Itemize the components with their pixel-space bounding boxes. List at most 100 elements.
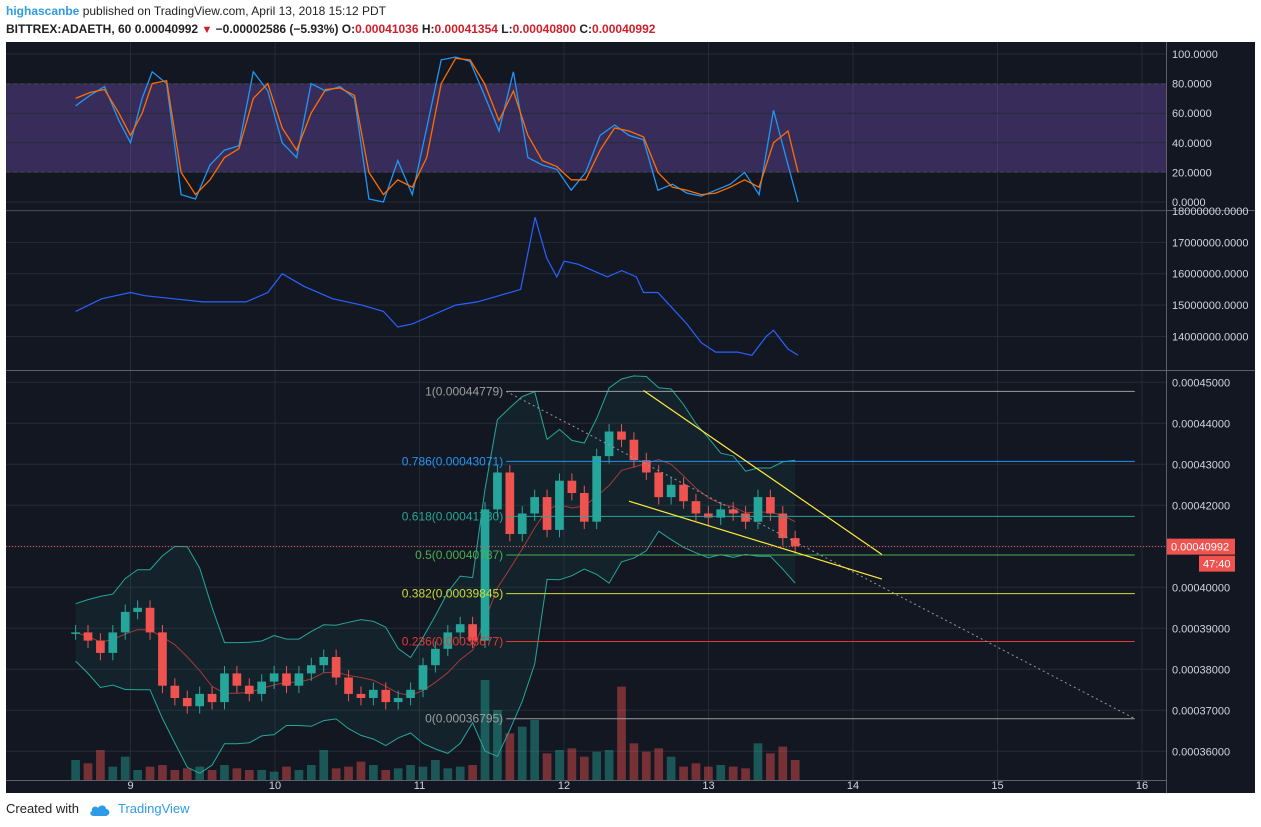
open-value: 0.00041036 (355, 22, 419, 36)
volume-bar (579, 756, 589, 780)
high-value: 0.00041354 (434, 22, 498, 36)
candle-body (617, 431, 626, 440)
volume-bar (790, 760, 800, 780)
candle-body (567, 480, 577, 493)
author-link[interactable]: highascanbe (6, 4, 80, 18)
last-price-tag-text: 0.00040992 (1171, 542, 1229, 554)
symbol-label: BITTREX:ADAETH, 60 (6, 22, 132, 36)
volume-bar (654, 748, 664, 780)
price-tick-label: 0.00044000 (1172, 418, 1230, 430)
volume-bar (455, 766, 465, 780)
volume-bar (145, 766, 155, 780)
price-tick-label: 0.00045000 (1172, 377, 1230, 389)
countdown-tag (1199, 555, 1235, 572)
candle-body (641, 460, 651, 473)
candle-body (542, 497, 552, 530)
candle-body (716, 509, 726, 518)
volume-bar (741, 768, 750, 780)
volume-bar (592, 751, 602, 780)
candle-body (145, 607, 155, 633)
time-tick-label: 13 (702, 780, 714, 792)
volume-bar (182, 768, 192, 780)
bollinger-basis (75, 458, 796, 696)
close-label: C: (579, 22, 593, 36)
price-tick-label: 0.00039000 (1172, 623, 1230, 635)
volume-bar (232, 768, 242, 780)
fib-trend-line (505, 390, 1136, 720)
volume-bar (604, 750, 614, 780)
volume-bar (83, 763, 93, 780)
stoch-d-line (75, 57, 799, 196)
candle-body (455, 624, 465, 633)
volume-bar (108, 766, 118, 780)
tradingview-cloud-icon (89, 805, 109, 816)
volume-bar (96, 750, 105, 780)
candle-body (393, 698, 403, 703)
candle-body (431, 648, 440, 666)
ohlc-line: BITTREX:ADAETH, 60 0.00040992 ▼ −0.00002… (6, 22, 655, 36)
candle-body (244, 685, 254, 694)
candle-body (418, 665, 428, 690)
candle-body (778, 513, 788, 539)
open-label: O: (341, 22, 356, 36)
candle-body (592, 456, 602, 522)
volume-bar (269, 771, 279, 780)
volume-bar (331, 768, 341, 780)
volume-bar (728, 766, 738, 780)
volume-bar (71, 760, 80, 780)
time-tick-label: 14 (847, 780, 859, 792)
volume-bar (567, 748, 577, 780)
created-with-label: Created with (6, 801, 79, 816)
candle-body (480, 509, 490, 641)
tradingview-link[interactable]: TradingView (118, 801, 190, 816)
chart-background (6, 42, 1255, 793)
last-price: 0.00040992 (134, 22, 199, 36)
price-tick-label: 0.00038000 (1172, 664, 1230, 676)
candle-body (728, 509, 738, 514)
candle-body (505, 472, 515, 534)
price-tick-label: 0.00036000 (1172, 746, 1230, 758)
volume-bar (617, 686, 626, 780)
stoch-tick-label: 40.0000 (1172, 138, 1212, 150)
candle-body (158, 632, 167, 686)
candle-body (579, 493, 589, 522)
stoch-band-fill (6, 83, 1166, 173)
candle-body (182, 698, 192, 707)
candle-body (207, 693, 217, 703)
candle-body (666, 484, 676, 498)
obv-tick-label: 17000000.0000 (1172, 237, 1248, 249)
time-tick-label: 11 (414, 780, 425, 792)
fib-level-label: 0.5(0.00040787) (415, 548, 503, 562)
candle-body (753, 497, 763, 522)
fib-level-label: 1(0.00044779) (425, 384, 503, 398)
candle-body (381, 689, 391, 703)
close-value: 0.00040992 (592, 22, 656, 36)
candle-body (96, 640, 105, 653)
fib-level-label: 0.786(0.00043071) (402, 454, 503, 468)
candle-body (493, 472, 502, 510)
candle-body (257, 681, 267, 694)
obv-tick-label: 18000000.0000 (1172, 206, 1248, 218)
down-arrow-icon: ▼ (201, 24, 213, 36)
volume-bar (418, 766, 428, 780)
publish-line: highascanbe published on TradingView.com… (6, 4, 386, 18)
candle-body (555, 480, 564, 530)
candle-body (71, 632, 80, 634)
volume-bar (716, 765, 726, 780)
candle-body (170, 685, 180, 698)
low-value: 0.00040800 (512, 22, 577, 36)
stoch-tick-label: 60.0000 (1172, 108, 1212, 120)
candle-body (331, 657, 341, 678)
fib-level-label: 0.236(0.00038677) (402, 635, 503, 649)
fib-level-label: 0.618(0.00041730) (402, 509, 503, 523)
obv-tick-label: 16000000.0000 (1172, 269, 1248, 281)
fib-level-label: 0.382(0.00039845) (402, 587, 503, 601)
candle-body (679, 484, 688, 502)
candle-body (443, 632, 453, 649)
stoch-tick-label: 80.0000 (1172, 79, 1212, 91)
stoch-tick-label: 100.0000 (1172, 49, 1218, 61)
countdown-tag-text: 47:40 (1203, 559, 1231, 571)
candle-body (604, 431, 614, 457)
candle-body (195, 693, 205, 707)
chart-area[interactable]: 100.000080.000060.000040.000020.00000.00… (6, 42, 1255, 793)
